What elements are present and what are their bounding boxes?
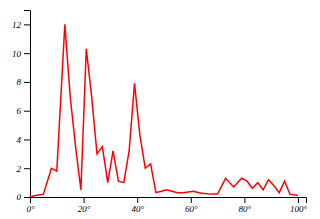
x-tick-mark xyxy=(244,197,245,203)
y-tick-label: 0 xyxy=(17,192,22,202)
x-tick: 60° xyxy=(185,197,198,214)
y-tick: 2 xyxy=(17,164,31,174)
y-tick-label: 8 xyxy=(17,77,22,87)
y-tick: 12 xyxy=(12,20,30,30)
x-axis-line xyxy=(31,198,307,204)
y-tick-mark xyxy=(24,168,30,169)
y-tick-mark xyxy=(24,111,30,112)
x-tick: 100° xyxy=(290,197,308,214)
y-tick-label: 12 xyxy=(12,20,22,30)
marks xyxy=(30,24,298,197)
y-tick-mark xyxy=(24,53,30,54)
x-tick: 40° xyxy=(131,197,144,214)
y-tick-mark xyxy=(24,197,30,198)
y-tick-mark xyxy=(24,139,30,140)
y-tick-label: 10 xyxy=(12,49,22,59)
y-tick: 10 xyxy=(12,49,30,59)
y-tick-label: 6 xyxy=(17,106,22,116)
y-tick: 0 xyxy=(17,192,31,202)
x-tick: 20° xyxy=(78,197,91,214)
y-tick-label: 4 xyxy=(17,135,22,145)
y-tick-label: 2 xyxy=(17,164,22,174)
x-tick-mark xyxy=(137,197,138,203)
x-tick-mark xyxy=(191,197,192,203)
y-tick-mark xyxy=(24,82,30,83)
chart: 0° 20° 40° 60° 80° 100° 0 2 4 6 8 10 12 xyxy=(0,0,320,219)
y-axis: 0 2 4 6 8 10 12 xyxy=(12,11,31,203)
y-axis-line xyxy=(24,11,31,198)
x-tick: 80° xyxy=(239,197,252,214)
x-tick-mark xyxy=(84,197,85,203)
x-axis: 0° 20° 40° 60° 80° 100° xyxy=(26,197,307,214)
x-tick-label: 60° xyxy=(185,204,198,214)
y-tick: 4 xyxy=(17,135,31,145)
x-tick-mark xyxy=(298,197,299,203)
y-tick: 8 xyxy=(17,77,31,87)
x-tick-label: 0° xyxy=(26,204,35,214)
x-tick-label: 20° xyxy=(78,204,91,214)
x-tick-label: 40° xyxy=(131,204,144,214)
x-tick-label: 100° xyxy=(290,204,308,214)
line xyxy=(30,24,298,197)
y-tick: 6 xyxy=(17,106,31,116)
x-tick-label: 80° xyxy=(239,204,252,214)
x-tick: 0° xyxy=(26,197,35,214)
y-tick-mark xyxy=(24,24,30,25)
plot-area: 0° 20° 40° 60° 80° 100° 0 2 4 6 8 10 12 xyxy=(12,11,307,215)
